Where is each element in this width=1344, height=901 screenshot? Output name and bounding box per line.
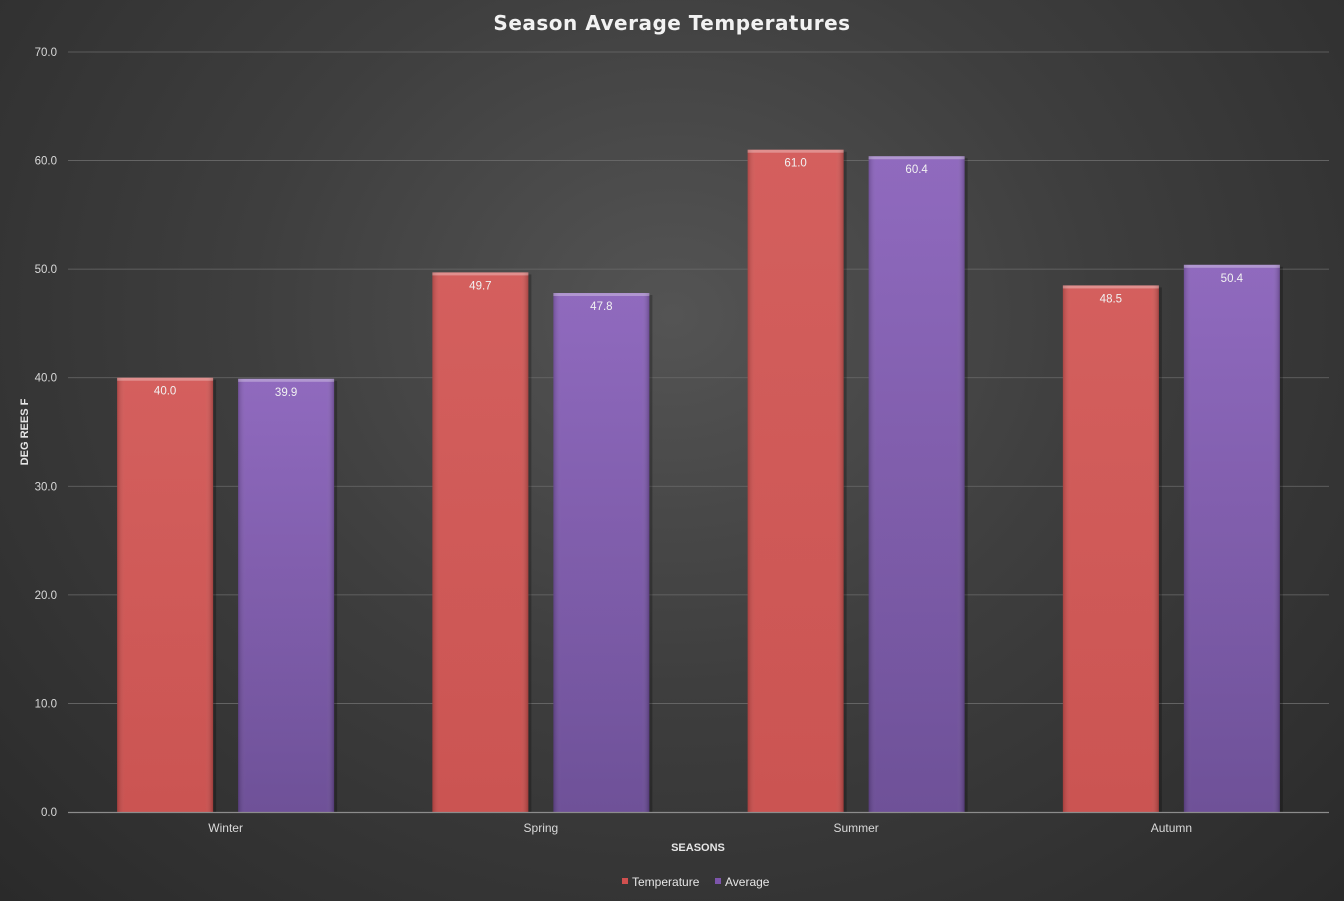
- y-tick-label: 0.0: [41, 807, 57, 819]
- y-axis-title: DEG REES F: [19, 398, 31, 465]
- bar-bevel: [117, 377, 214, 812]
- data-label: 47.8: [590, 301, 612, 313]
- y-tick-label: 60.0: [35, 156, 57, 168]
- x-axis-ticks: Winter Spring Summer Autumn: [208, 821, 1192, 835]
- data-label: 60.4: [905, 164, 928, 176]
- bar-average-autumn: [1183, 264, 1283, 812]
- bar-temperature-spring: [432, 272, 532, 812]
- bar-top-highlight: [868, 156, 965, 160]
- data-label: 50.4: [1221, 273, 1244, 285]
- bar-temperature-winter: [117, 377, 217, 812]
- data-label: 39.9: [275, 387, 297, 399]
- bar-bevel: [1062, 285, 1159, 812]
- y-tick-label: 70.0: [35, 47, 57, 59]
- bar-top-highlight: [747, 149, 844, 153]
- legend-label-temperature: Temperature: [632, 875, 700, 889]
- x-axis-title: SEASONS: [671, 842, 725, 854]
- y-tick-label: 50.0: [35, 264, 57, 276]
- data-label: 40.0: [154, 386, 176, 398]
- chart-title: Season Average Temperatures: [493, 11, 850, 35]
- data-label: 61.0: [784, 158, 806, 170]
- x-tick-label: Winter: [208, 821, 243, 835]
- data-label: 48.5: [1100, 293, 1122, 305]
- bar-top-highlight: [553, 293, 650, 297]
- bar-top-highlight: [1062, 285, 1159, 289]
- bar-bevel: [432, 272, 529, 812]
- bar-top-highlight: [117, 377, 214, 381]
- bar-bevel: [553, 293, 650, 812]
- legend: Temperature Average: [622, 875, 770, 889]
- y-tick-label: 10.0: [35, 698, 57, 710]
- bar-bevel: [868, 156, 965, 812]
- legend-swatch-temperature: [622, 878, 628, 884]
- bar-average-summer: [868, 156, 968, 812]
- bar-temperature-summer: [747, 149, 847, 812]
- bar-bevel: [747, 149, 844, 812]
- data-labels: 40.0 39.9 49.7 47.8 61.0 60.4 48.5 50.4: [154, 158, 1244, 399]
- bar-top-highlight: [432, 272, 529, 276]
- data-label: 49.7: [469, 280, 491, 292]
- y-axis-ticks: 0.0 10.0 20.0 30.0 40.0 50.0 60.0 70.0: [35, 47, 57, 819]
- bar-bevel: [1183, 264, 1280, 812]
- bar-top-highlight: [238, 378, 335, 382]
- bar-bevel: [238, 378, 335, 812]
- legend-label-average: Average: [725, 875, 770, 889]
- legend-swatch-average: [715, 878, 721, 884]
- x-tick-label: Autumn: [1151, 821, 1192, 835]
- bar-top-highlight: [1183, 264, 1280, 268]
- bar-temperature-autumn: [1062, 285, 1162, 812]
- bar-average-spring: [553, 293, 653, 812]
- x-tick-label: Spring: [524, 821, 559, 835]
- bars: [117, 149, 1283, 812]
- y-tick-label: 30.0: [35, 481, 57, 493]
- y-tick-label: 20.0: [35, 590, 57, 602]
- bar-average-winter: [238, 378, 338, 812]
- y-tick-label: 40.0: [35, 373, 57, 385]
- x-tick-label: Summer: [833, 821, 878, 835]
